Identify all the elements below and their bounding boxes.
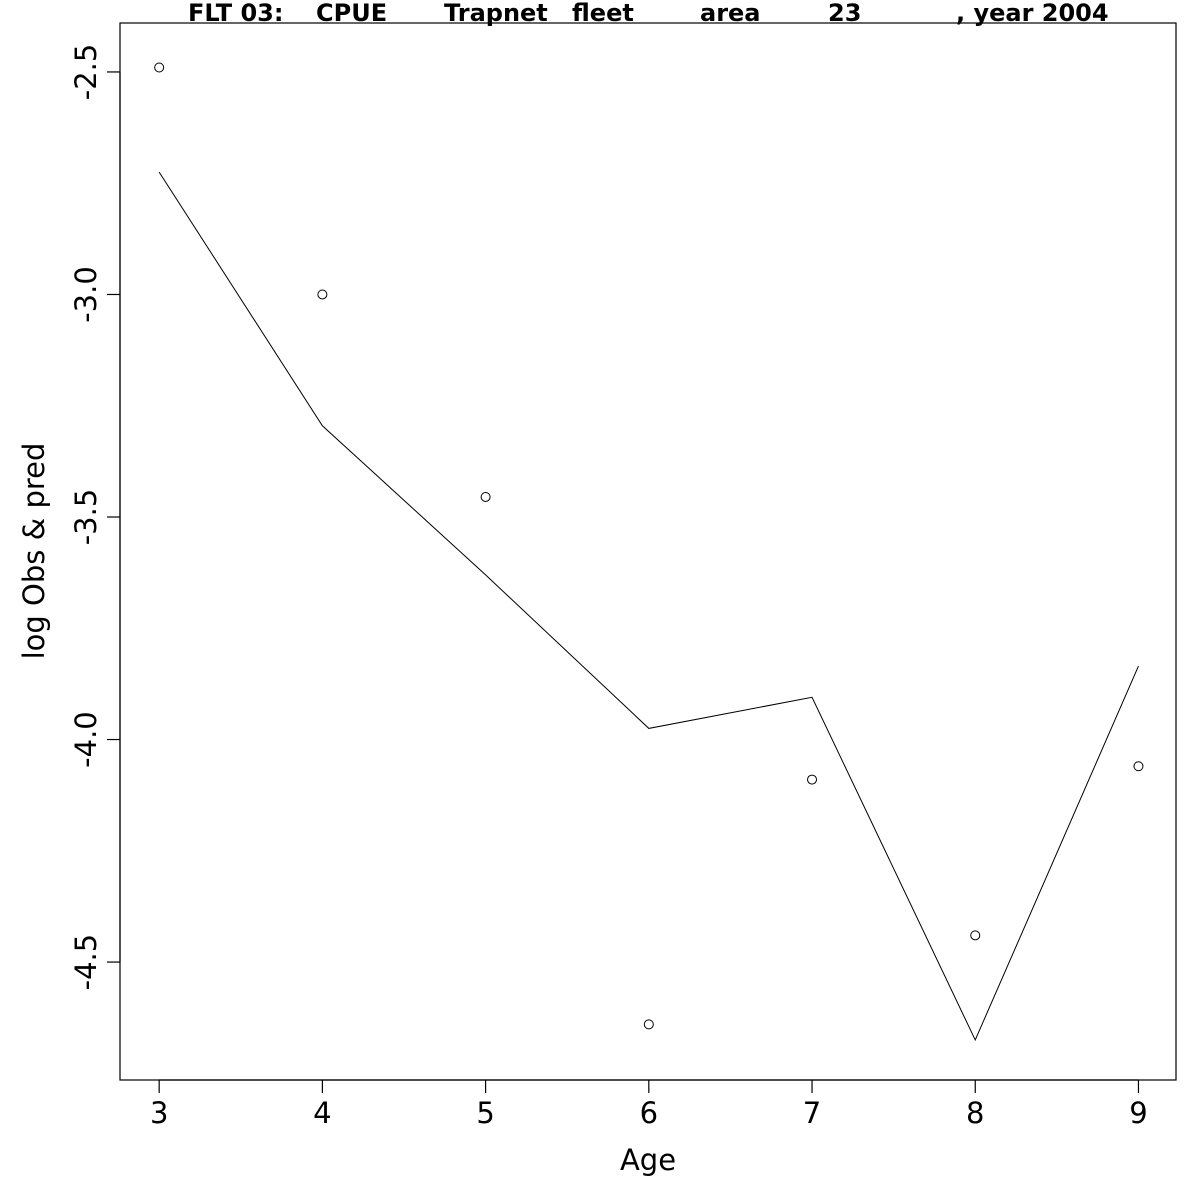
y-tick-label: -3.5 [69,489,103,546]
title-part-area-number: 23 [828,0,861,27]
x-tick-label: 6 [640,1096,658,1130]
observed-point [480,491,491,502]
x-tick-label: 5 [476,1096,494,1130]
title-part-fleet: fleet [572,0,634,27]
observed-point [807,774,818,785]
y-tick-label: -4.5 [69,934,103,991]
predicted-line [158,171,1139,1042]
y-axis: -2.5 -3.0 -3.5 -4.0 -4.5 [69,44,121,991]
observed-point [154,62,165,73]
y-tick-label: -4.0 [69,711,103,768]
x-tick-label: 3 [150,1096,168,1130]
series-layer [154,62,1144,1042]
y-axis-label: log Obs & pred [17,443,51,660]
title-part-year: , year 2004 [956,0,1109,27]
observed-point [643,1019,654,1030]
x-axis-label: Age [620,1143,676,1177]
y-tick-label: -2.5 [69,44,103,101]
title-part-area: area [700,0,761,27]
chart-title: FLT 03: CPUE Trapnet fleet area 23 , yea… [188,0,1109,27]
observed-point [1133,761,1144,772]
observed-point [970,930,981,941]
x-tick-label: 7 [803,1096,821,1130]
title-part-cpue: CPUE [316,0,387,27]
y-tick-label: -3.0 [69,266,103,323]
x-tick-label: 4 [313,1096,331,1130]
title-part-fleet-name: Trapnet [444,0,548,27]
title-part-flt: FLT 03: [188,0,283,27]
observed-point [317,289,328,300]
x-axis: 3 4 5 6 7 8 9 [150,1079,1148,1130]
x-tick-label: 9 [1129,1096,1147,1130]
plot-frame [119,22,1177,1081]
x-tick-label: 8 [966,1096,984,1130]
